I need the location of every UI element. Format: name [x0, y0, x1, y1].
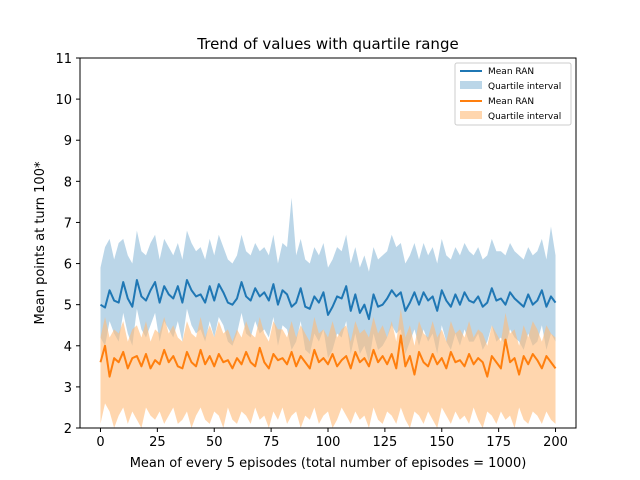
- mean-lines: [99, 279, 557, 378]
- y-tick-label: 7: [64, 216, 72, 231]
- y-tick-label: 6: [64, 258, 72, 273]
- x-axis-label: Mean of every 5 episodes (total number o…: [130, 456, 527, 471]
- quartile-bands: [100, 197, 556, 428]
- legend-item-3: Mean RAN: [488, 97, 534, 107]
- legend-box: [454, 62, 572, 126]
- x-axis: 0 25 50 75 100 125 150 175 200: [96, 428, 568, 450]
- y-tick-label: 5: [64, 299, 72, 314]
- x-tick-label: 175: [486, 435, 511, 450]
- legend-swatch-orange-band: [460, 111, 482, 119]
- x-tick-label: 50: [206, 435, 223, 450]
- y-tick-label: 9: [64, 134, 72, 149]
- x-tick-label: 75: [263, 435, 280, 450]
- mean-line-series-1: [99, 279, 557, 321]
- x-tick-label: 0: [96, 435, 104, 450]
- y-tick-label: 4: [64, 340, 72, 355]
- x-tick-label: 100: [316, 435, 341, 450]
- legend: Mean RAN Quartile interval Mean RAN Quar…: [454, 62, 572, 126]
- legend-item-1: Mean RAN: [488, 67, 534, 77]
- y-tick-label: 10: [55, 93, 72, 108]
- y-tick-label: 3: [64, 381, 72, 396]
- x-tick-label: 200: [543, 435, 568, 450]
- mean-line-series-2: [99, 334, 557, 378]
- legend-item-2: Quartile interval: [488, 82, 561, 92]
- x-tick-label: 150: [429, 435, 454, 450]
- quartile-band-series-2: [100, 308, 556, 428]
- y-tick-label: 2: [64, 422, 72, 437]
- y-axis-label: Mean points at turn 100*: [33, 161, 48, 324]
- y-axis: 2 3 4 5 6 7 8 9 10 11: [55, 52, 80, 437]
- legend-item-4: Quartile interval: [488, 112, 561, 122]
- y-tick-label: 11: [55, 52, 72, 67]
- y-tick-label: 8: [64, 175, 72, 190]
- quartile-band-series-1: [100, 197, 556, 363]
- x-tick-label: 125: [372, 435, 397, 450]
- chart-title: Trend of values with quartile range: [196, 35, 458, 53]
- x-tick-label: 25: [149, 435, 166, 450]
- legend-swatch-blue-band: [460, 81, 482, 89]
